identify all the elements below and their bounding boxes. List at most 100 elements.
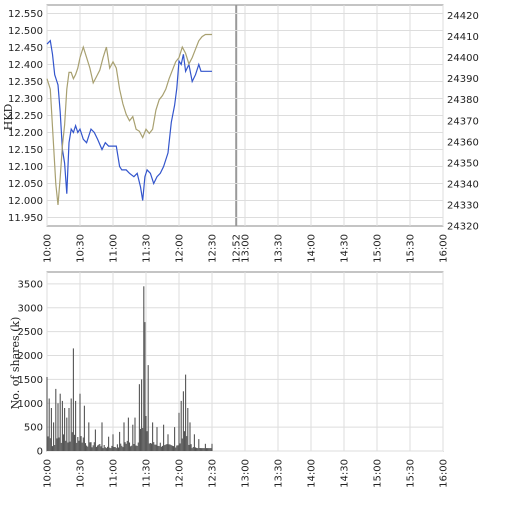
volume-bar: [186, 436, 188, 451]
volume-bar: [174, 427, 176, 451]
x-tick-label: 13:00: [241, 234, 252, 263]
volume-bar: [192, 447, 194, 451]
volume-bar: [83, 405, 85, 451]
x-tick-label: 12:00: [175, 459, 186, 488]
volume-bar: [88, 422, 90, 451]
y2-tick-label: 24370: [447, 116, 479, 127]
volume-bar: [210, 448, 212, 451]
volume-bar: [185, 374, 187, 451]
x-tick-label: 13:00: [241, 459, 252, 488]
volume-bar: [160, 446, 162, 451]
volume-bar: [70, 398, 72, 451]
volume-bar: [187, 408, 189, 451]
volume-bar: [115, 448, 117, 451]
x-tick-label: 14:00: [307, 234, 318, 263]
volume-bar: [87, 446, 89, 451]
y-tick-label: 12.400: [8, 60, 43, 71]
volume-bar: [156, 427, 158, 451]
y2-tick-label: 24380: [447, 95, 479, 106]
x-tick-label: 11:00: [109, 459, 120, 488]
y-tick-label: 12.500: [8, 26, 43, 37]
volume-bar: [54, 445, 56, 451]
volume-bar: [64, 408, 66, 451]
y-tick-label: 12.450: [8, 43, 43, 54]
volume-bar: [166, 444, 168, 451]
x-tick-label: 13:30: [274, 459, 285, 488]
volume-bar: [158, 446, 160, 451]
volume-bar: [111, 445, 113, 451]
volume-bar: [141, 379, 143, 451]
volume-bar: [49, 438, 51, 451]
volume-bar: [71, 432, 73, 451]
volume-bar: [116, 444, 118, 451]
volume-bar: [142, 428, 144, 451]
volume-bar: [199, 448, 201, 451]
x-tick-label: 16:00: [439, 234, 450, 263]
volume-bar: [81, 442, 83, 451]
volume-bar: [101, 422, 103, 451]
volume-bar: [93, 442, 95, 451]
volume-bar: [90, 442, 92, 451]
y-tick-label: 1500: [18, 375, 43, 386]
volume-bar: [148, 443, 150, 451]
x-tick-label: 14:30: [340, 234, 351, 263]
x-tick-label: 13:30: [274, 234, 285, 263]
volume-bar: [82, 437, 84, 451]
x-tick-label: 12:30: [208, 459, 219, 488]
index-line: [46, 33, 212, 206]
y2-tick-label: 24410: [447, 32, 479, 43]
volume-bar: [139, 428, 142, 451]
volume-bar: [131, 445, 133, 451]
volume-bar: [143, 286, 145, 451]
volume-bar: [159, 442, 161, 451]
x-tick-label: 10:30: [76, 234, 87, 263]
y-tick-label: 12.250: [8, 111, 43, 122]
volume-bar: [155, 444, 157, 451]
x-tick-label: 12:52: [232, 234, 243, 263]
volume-bar: [194, 447, 197, 451]
volume-bar: [89, 442, 91, 451]
volume-bar: [112, 434, 114, 451]
volume-bar: [144, 322, 146, 451]
x-tick-label: 11:30: [142, 234, 153, 263]
y2-tick-label: 24350: [447, 158, 479, 169]
volume-bar: [110, 448, 112, 451]
volume-bar: [65, 440, 67, 451]
volume-bar: [126, 440, 128, 451]
volume-bar: [165, 444, 167, 451]
volume-bar: [180, 400, 182, 451]
volume-bar: [106, 446, 109, 451]
x-tick-label: 14:30: [340, 459, 351, 488]
volume-bar: [147, 365, 149, 451]
volume-bar: [47, 436, 49, 451]
y2-tick-label: 24330: [447, 200, 479, 211]
x-tick-label: 10:00: [43, 234, 54, 263]
y2-tick-label: 24320: [447, 222, 479, 233]
volume-bar: [149, 443, 151, 451]
volume-bar: [132, 424, 134, 451]
volume-bar: [137, 442, 139, 451]
volume-bar: [205, 448, 208, 451]
volume-bar: [201, 448, 203, 451]
volume-bar: [209, 448, 211, 451]
volume-bar: [161, 445, 164, 451]
volume-bar: [154, 444, 156, 451]
volume-bar: [91, 447, 93, 451]
volume-bar: [114, 447, 116, 451]
volume-bar: [208, 448, 210, 451]
volume-bar: [76, 442, 78, 451]
volume-bar: [59, 393, 61, 451]
x-tick-label: 11:00: [109, 234, 120, 263]
y-tick-label: 1000: [18, 399, 43, 410]
y2-tick-label: 24360: [447, 137, 479, 148]
x-tick-label: 11:30: [142, 459, 153, 488]
volume-bar: [67, 442, 69, 451]
y-tick-label: 12.350: [8, 77, 43, 88]
x-tick-label: 10:00: [43, 459, 54, 488]
volume-bar: [167, 434, 169, 451]
volume-bar: [170, 445, 172, 451]
volume-bar: [104, 447, 106, 451]
volume-bar: [153, 442, 155, 451]
y2-tick-label: 24400: [447, 53, 479, 64]
x-tick-label: 12:30: [208, 234, 219, 263]
